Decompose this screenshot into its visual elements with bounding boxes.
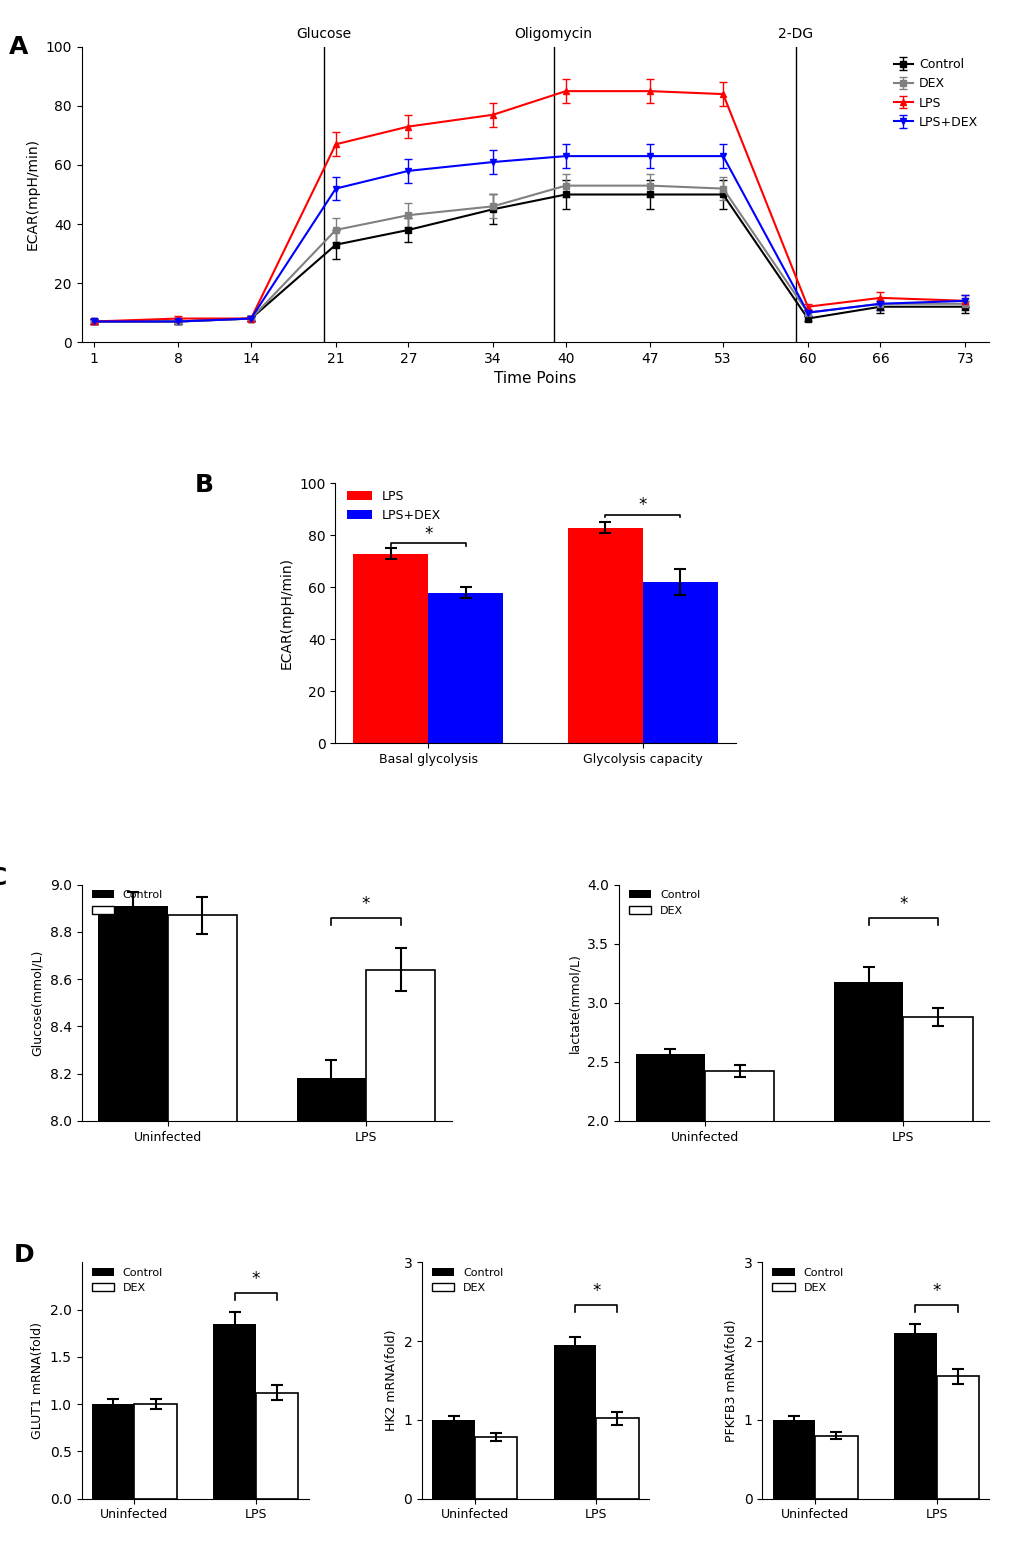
Bar <box>354 554 428 743</box>
Y-axis label: lactate(mmol/L): lactate(mmol/L) <box>569 952 581 1052</box>
Text: *: * <box>898 894 907 913</box>
X-axis label: Time Poins: Time Poins <box>494 372 576 387</box>
Bar <box>135 1403 176 1499</box>
Text: *: * <box>252 1271 260 1288</box>
Text: D: D <box>13 1244 34 1268</box>
Bar <box>814 1436 857 1499</box>
Bar <box>366 969 435 1561</box>
Text: *: * <box>362 894 370 913</box>
Text: A: A <box>9 34 29 59</box>
Bar <box>553 1346 595 1499</box>
Bar <box>567 528 642 743</box>
Text: B: B <box>195 473 214 496</box>
Bar <box>642 582 716 743</box>
Legend: Control, DEX: Control, DEX <box>767 1263 848 1297</box>
Y-axis label: ECAR(mpH/min): ECAR(mpH/min) <box>279 557 293 670</box>
Y-axis label: PFKFB3 mRNA(fold): PFKFB3 mRNA(fold) <box>725 1319 738 1442</box>
Legend: LPS, LPS+DEX: LPS, LPS+DEX <box>341 484 445 526</box>
Text: C: C <box>0 866 7 890</box>
Bar <box>635 1054 704 1357</box>
Legend: Control, DEX: Control, DEX <box>87 885 167 919</box>
Text: 2-DG: 2-DG <box>777 27 812 41</box>
Text: *: * <box>638 496 646 514</box>
Bar <box>772 1421 814 1499</box>
Bar <box>256 1392 298 1499</box>
Y-axis label: Glucose(mmol/L): Glucose(mmol/L) <box>32 949 44 1057</box>
Bar <box>704 1071 773 1357</box>
Bar <box>902 1018 971 1357</box>
Bar <box>834 982 902 1357</box>
Legend: Control, DEX: Control, DEX <box>87 1263 167 1297</box>
Legend: Control, DEX: Control, DEX <box>624 885 704 919</box>
Bar <box>935 1377 978 1499</box>
Legend: Control, DEX, LPS, LPS+DEX: Control, DEX, LPS, LPS+DEX <box>888 53 982 134</box>
Bar <box>894 1333 935 1499</box>
Bar <box>99 905 168 1561</box>
Y-axis label: HK2 mRNA(fold): HK2 mRNA(fold) <box>384 1330 397 1431</box>
Bar <box>595 1419 638 1499</box>
Text: *: * <box>931 1282 940 1300</box>
Bar <box>92 1403 135 1499</box>
Bar <box>297 1079 366 1561</box>
Text: Oligomycin: Oligomycin <box>515 27 592 41</box>
Text: *: * <box>591 1282 600 1300</box>
Bar <box>213 1324 256 1499</box>
Bar <box>168 915 236 1561</box>
Text: *: * <box>424 524 432 543</box>
Y-axis label: GLUT1 mRNA(fold): GLUT1 mRNA(fold) <box>32 1322 44 1439</box>
Y-axis label: ECAR(mpH/min): ECAR(mpH/min) <box>25 139 40 250</box>
Bar <box>475 1438 517 1499</box>
Bar <box>428 593 503 743</box>
Text: Glucose: Glucose <box>296 27 351 41</box>
Bar <box>432 1421 475 1499</box>
Legend: Control, DEX: Control, DEX <box>427 1263 507 1297</box>
